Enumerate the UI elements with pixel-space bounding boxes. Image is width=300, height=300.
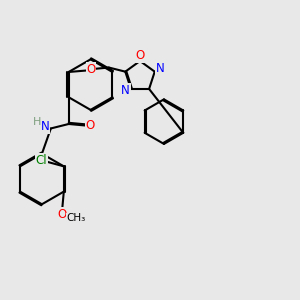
Text: N: N — [41, 121, 50, 134]
Text: H: H — [33, 117, 41, 127]
Text: O: O — [135, 49, 145, 62]
Text: CH₃: CH₃ — [66, 213, 85, 224]
Text: O: O — [58, 208, 67, 221]
Text: N: N — [156, 62, 164, 75]
Text: O: O — [86, 119, 95, 132]
Text: N: N — [121, 84, 130, 97]
Text: Cl: Cl — [36, 154, 47, 167]
Text: O: O — [86, 62, 96, 76]
